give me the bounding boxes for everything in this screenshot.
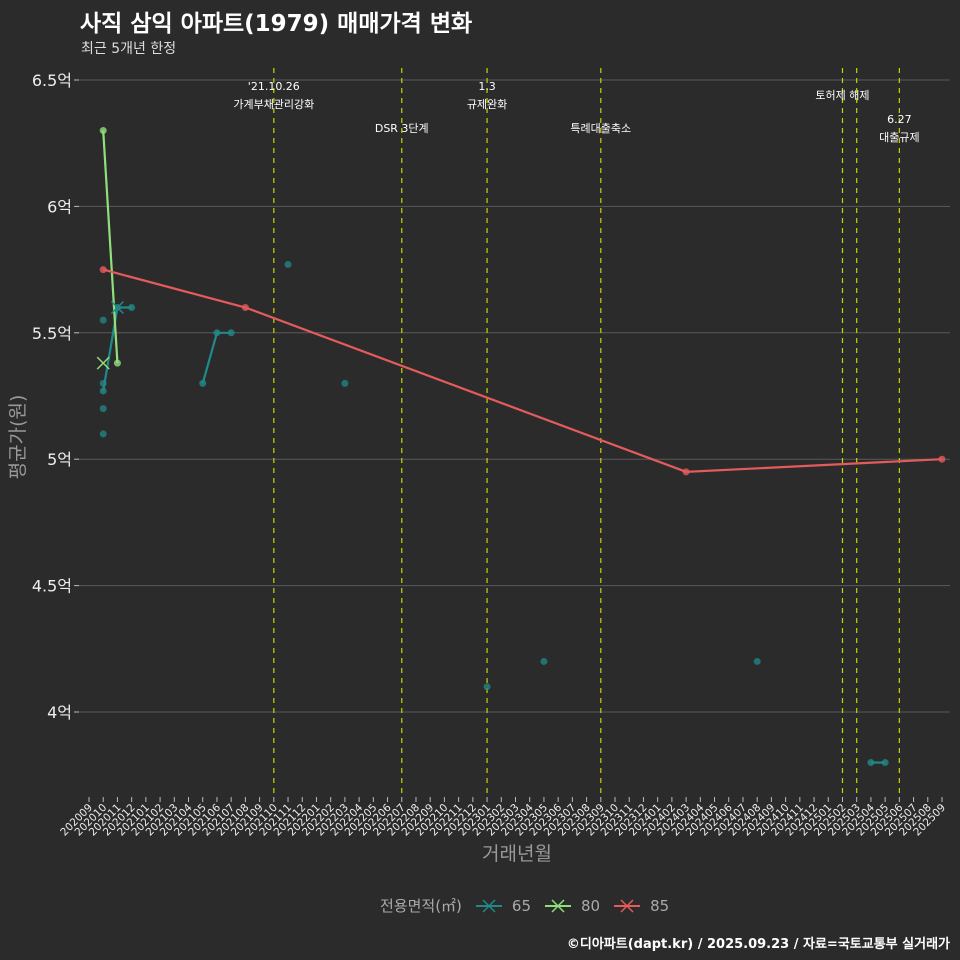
series-line-65 <box>201 331 232 384</box>
event-label: '21.10.26 <box>248 80 300 93</box>
legend-item-85: 85 <box>612 897 669 915</box>
source-caption: ©디아파트(dapt.kr) / 2025.09.23 / 자료=국토교통부 실… <box>566 937 950 952</box>
y-tick-label: 4억 <box>47 703 72 722</box>
chart-title: 사직 삼익 아파트(1979) 매매가격 변화 <box>80 11 473 37</box>
data-point-65 <box>99 405 107 413</box>
event-label: 6.27 <box>887 113 912 126</box>
line-point-65 <box>881 759 889 767</box>
legend-label-85: 85 <box>650 896 670 915</box>
line-point-85 <box>99 266 107 274</box>
line-point-65 <box>128 304 136 312</box>
line-point-65 <box>227 329 235 337</box>
line-point-85 <box>682 468 690 476</box>
y-tick-label: 4.5억 <box>32 577 72 596</box>
line-point-65 <box>99 387 107 395</box>
legend: 전용면적(㎡) 65 80 85 <box>380 895 669 916</box>
line-point-80 <box>99 127 107 135</box>
event-label: 가계부채관리강화 <box>233 98 314 111</box>
legend-item-65: 65 <box>474 897 531 915</box>
legend-label-80: 80 <box>581 896 601 915</box>
marker-65 <box>110 300 124 315</box>
line-point-85 <box>938 455 946 463</box>
data-point-65 <box>540 657 548 665</box>
data-point-65 <box>284 261 292 269</box>
series-line-85 <box>102 268 943 473</box>
legend-item-80: 80 <box>543 897 600 915</box>
legend-key-65-icon <box>475 898 502 913</box>
y-tick-label: 5억 <box>47 450 72 469</box>
series-line-80 <box>102 130 119 364</box>
event-label: 토허제 해제 <box>815 88 869 102</box>
event-label: DSR 3단계 <box>375 122 429 135</box>
line-point-85 <box>241 304 249 312</box>
y-axis-label: 평균가(원) <box>7 395 29 480</box>
data-point-65 <box>341 379 349 387</box>
event-label: 특례대출축소 <box>570 122 631 135</box>
data-point-65 <box>483 683 491 691</box>
event-label: 규제완화 <box>467 98 507 111</box>
x-axis-label: 거래년월 <box>482 843 552 865</box>
chart-subtitle: 최근 5개년 한정 <box>81 41 177 57</box>
legend-label-65: 65 <box>511 896 531 915</box>
data-point-65 <box>99 430 107 438</box>
line-point-65 <box>199 379 207 387</box>
event-label: 대출규제 <box>879 131 919 144</box>
legend-title: 전용면적(㎡) <box>380 897 462 915</box>
y-tick-label: 5.5억 <box>32 324 72 343</box>
data-point-65 <box>99 316 107 324</box>
data-point-65 <box>753 657 761 665</box>
event-label: 1.3 <box>478 80 496 93</box>
line-point-65 <box>867 759 875 767</box>
line-point-65 <box>213 329 221 337</box>
data-point-80 <box>96 356 110 370</box>
line-point-80 <box>113 359 121 367</box>
y-tick-label: 6.5억 <box>32 71 72 90</box>
legend-key-85-icon <box>614 898 641 913</box>
y-tick-label: 6억 <box>47 197 72 216</box>
legend-key-80-icon <box>545 898 571 913</box>
